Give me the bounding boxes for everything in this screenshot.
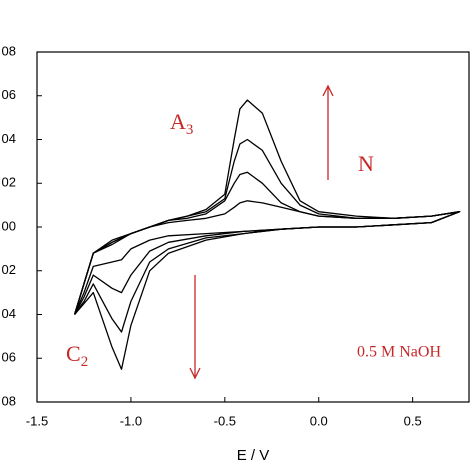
y-tick-label: 08: [2, 43, 16, 58]
x-tick-label: 0.0: [310, 413, 328, 428]
y-tick-label: 06: [2, 350, 16, 365]
cv-cycle: [73, 138, 461, 333]
arrows: [189, 84, 334, 380]
x-tick-label: 0.5: [404, 413, 422, 428]
y-tick-label: 00: [2, 218, 16, 233]
y-tick-label: 02: [2, 262, 16, 277]
arrow-head: [322, 84, 334, 97]
annotation: N: [358, 151, 374, 176]
x-tick-label: -1.0: [120, 413, 142, 428]
x-axis-label: E / V: [237, 447, 270, 464]
y-tick-label: 02: [2, 175, 16, 190]
x-tick-label: -1.5: [26, 413, 48, 428]
arrow-head: [189, 367, 201, 380]
y-tick-label: 06: [2, 87, 16, 102]
cv-cycle: [73, 99, 461, 370]
x-tick-label: -0.5: [214, 413, 236, 428]
y-tick-label: 04: [2, 131, 16, 146]
cv-cycle: [73, 171, 461, 315]
annotation: A3: [170, 109, 193, 138]
y-tick-label: 04: [2, 306, 16, 321]
annotation-text: A: [170, 109, 186, 134]
annotation-text: C: [66, 341, 81, 366]
annotation-sub: 2: [81, 354, 89, 370]
annotation: C2: [66, 341, 88, 370]
y-tick-label: 08: [2, 393, 16, 408]
annotation: 0.5 M NaOH: [357, 344, 441, 361]
annotation-sub: 3: [186, 122, 194, 138]
